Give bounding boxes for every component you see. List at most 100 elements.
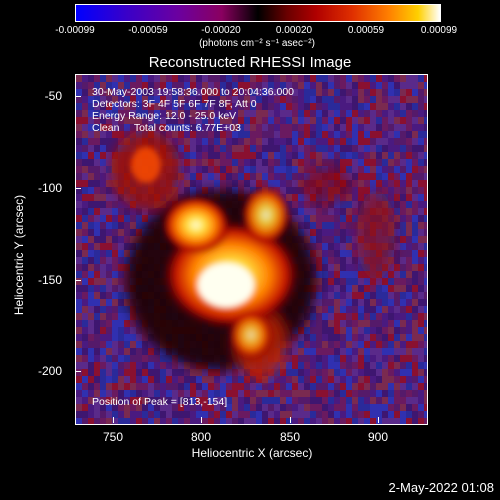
image-pixel <box>400 327 406 334</box>
image-pixel <box>100 215 106 222</box>
image-pixel <box>100 383 106 390</box>
image-pixel <box>130 418 136 424</box>
image-pixel <box>124 243 130 250</box>
image-pixel <box>172 117 178 124</box>
image-pixel <box>394 355 400 362</box>
image-pixel <box>112 82 118 89</box>
image-pixel <box>268 117 274 124</box>
image-pixel <box>322 75 328 82</box>
image-pixel <box>382 292 388 299</box>
image-pixel <box>190 124 196 131</box>
image-pixel <box>226 383 232 390</box>
image-pixel <box>208 110 214 117</box>
image-pixel <box>370 131 376 138</box>
image-pixel <box>250 82 256 89</box>
image-pixel <box>322 404 328 411</box>
image-pixel <box>112 404 118 411</box>
image-pixel <box>274 124 280 131</box>
image-pixel <box>142 89 148 96</box>
image-pixel <box>226 369 232 376</box>
y-tick-mark <box>75 280 81 281</box>
image-pixel <box>76 299 82 306</box>
image-pixel <box>82 243 88 250</box>
image-pixel <box>406 103 412 110</box>
image-pixel <box>142 334 148 341</box>
image-pixel <box>298 145 304 152</box>
image-pixel <box>238 145 244 152</box>
image-pixel <box>340 334 346 341</box>
image-pixel <box>346 355 352 362</box>
image-pixel <box>202 383 208 390</box>
image-pixel <box>154 404 160 411</box>
image-pixel <box>352 222 358 229</box>
image-pixel <box>100 264 106 271</box>
image-pixel <box>328 208 334 215</box>
image-pixel <box>88 208 94 215</box>
image-pixel <box>250 145 256 152</box>
image-pixel <box>376 145 382 152</box>
image-pixel <box>394 348 400 355</box>
image-pixel <box>406 82 412 89</box>
image-pixel <box>82 103 88 110</box>
image-pixel <box>154 110 160 117</box>
image-pixel <box>226 404 232 411</box>
image-pixel <box>214 180 220 187</box>
image-pixel <box>82 348 88 355</box>
image-pixel <box>94 299 100 306</box>
image-pixel <box>82 355 88 362</box>
image-pixel <box>400 82 406 89</box>
image-pixel <box>184 131 190 138</box>
image-pixel <box>412 82 418 89</box>
image-pixel <box>310 215 316 222</box>
image-pixel <box>334 96 340 103</box>
image-pixel <box>172 362 178 369</box>
image-pixel <box>238 173 244 180</box>
image-pixel <box>190 180 196 187</box>
image-pixel <box>418 285 424 292</box>
image-pixel <box>268 110 274 117</box>
image-pixel <box>100 390 106 397</box>
image-pixel <box>280 404 286 411</box>
image-pixel <box>340 418 346 424</box>
image-pixel <box>334 82 340 89</box>
image-pixel <box>196 376 202 383</box>
image-pixel <box>388 173 394 180</box>
image-pixel <box>310 75 316 82</box>
image-pixel <box>334 215 340 222</box>
y-tick-mark <box>75 371 81 372</box>
rhessi-image <box>75 74 428 425</box>
image-pixel <box>334 264 340 271</box>
image-pixel <box>268 404 274 411</box>
image-pixel <box>190 75 196 82</box>
image-pixel <box>76 418 82 424</box>
image-pixel <box>178 180 184 187</box>
image-pixel <box>136 390 142 397</box>
image-pixel <box>88 166 94 173</box>
image-pixel <box>100 362 106 369</box>
image-pixel <box>322 152 328 159</box>
image-pixel <box>94 194 100 201</box>
image-pixel <box>94 306 100 313</box>
image-pixel <box>100 103 106 110</box>
image-pixel <box>334 229 340 236</box>
image-pixel <box>88 362 94 369</box>
image-pixel <box>82 180 88 187</box>
image-pixel <box>412 243 418 250</box>
image-pixel <box>76 313 82 320</box>
image-pixel <box>100 320 106 327</box>
image-pixel <box>112 89 118 96</box>
image-pixel <box>112 383 118 390</box>
image-pixel <box>142 222 148 229</box>
image-pixel <box>196 383 202 390</box>
image-pixel <box>328 264 334 271</box>
image-pixel <box>304 222 310 229</box>
image-pixel <box>220 89 226 96</box>
image-pixel <box>334 103 340 110</box>
image-pixel <box>112 243 118 250</box>
image-pixel <box>238 383 244 390</box>
image-pixel <box>376 418 382 424</box>
image-pixel <box>412 264 418 271</box>
image-pixel <box>250 152 256 159</box>
image-pixel <box>340 299 346 306</box>
image-pixel <box>136 341 142 348</box>
